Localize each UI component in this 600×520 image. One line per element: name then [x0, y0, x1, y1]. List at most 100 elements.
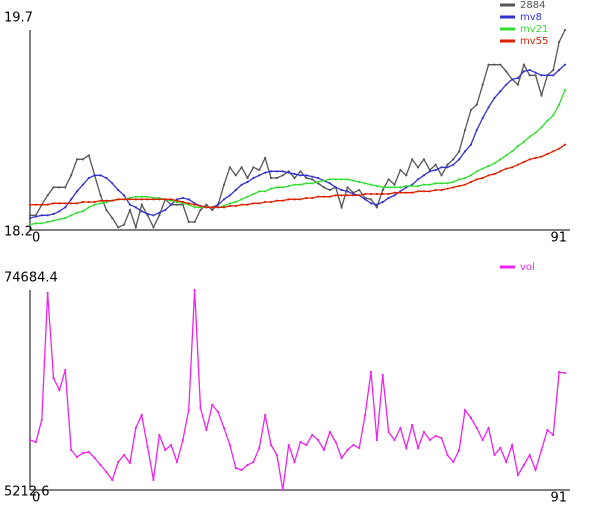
point: [46, 194, 49, 197]
point: [346, 190, 349, 193]
point: [475, 103, 478, 106]
point: [240, 468, 243, 472]
point: [493, 172, 496, 176]
point: [346, 178, 349, 181]
point: [93, 456, 96, 460]
point: [352, 443, 355, 447]
point: [305, 182, 308, 185]
point: [528, 158, 531, 161]
point: [463, 408, 467, 412]
x-tick-label: 0: [32, 491, 40, 506]
point: [293, 460, 296, 464]
point: [258, 446, 261, 450]
point: [252, 460, 255, 464]
point: [28, 216, 32, 220]
point: [281, 170, 284, 173]
point: [58, 210, 61, 213]
point: [169, 443, 173, 447]
point: [405, 446, 408, 450]
point: [534, 131, 537, 134]
point: [181, 438, 184, 442]
point: [481, 116, 484, 120]
point: [458, 158, 461, 161]
point: [340, 194, 343, 197]
point: [516, 83, 520, 86]
point: [93, 203, 96, 206]
point: [52, 376, 55, 380]
point: [487, 174, 490, 177]
point: [87, 206, 90, 209]
point: [305, 174, 308, 177]
point: [334, 186, 337, 189]
point: [175, 460, 179, 464]
legend-label: 2884: [520, 0, 545, 11]
point: [258, 190, 261, 193]
series-line: [30, 144, 566, 208]
y-tick-label: 74684.4: [4, 271, 58, 286]
point: [387, 196, 390, 200]
point: [75, 455, 79, 459]
point: [28, 438, 32, 442]
point: [293, 183, 296, 186]
point: [428, 438, 431, 442]
point: [399, 186, 402, 189]
point: [40, 214, 43, 217]
point: [287, 443, 290, 447]
point: [128, 203, 132, 206]
point: [522, 140, 525, 144]
point: [340, 178, 343, 181]
point: [140, 195, 143, 198]
point: [328, 195, 331, 198]
point: [193, 206, 196, 209]
point: [364, 413, 367, 417]
point: [399, 191, 402, 194]
point: [46, 291, 49, 295]
point: [52, 212, 55, 216]
point: [264, 156, 267, 160]
point: [122, 223, 126, 226]
point: [340, 206, 343, 209]
point: [234, 174, 237, 177]
point: [340, 456, 343, 460]
point: [475, 426, 478, 430]
point: [211, 206, 214, 209]
point: [446, 453, 449, 457]
point: [34, 440, 37, 444]
point: [364, 192, 367, 196]
point: [522, 463, 525, 467]
point: [275, 176, 279, 180]
point: [40, 222, 43, 225]
point: [240, 203, 243, 206]
point: [46, 203, 49, 206]
point: [375, 203, 378, 206]
point: [105, 470, 108, 474]
point: [105, 208, 108, 212]
point: [58, 218, 61, 221]
point: [228, 194, 231, 197]
point: [405, 174, 408, 177]
point: [40, 418, 43, 422]
point: [28, 203, 32, 206]
point: [34, 215, 37, 218]
point: [275, 186, 279, 189]
point: [140, 198, 143, 201]
point: [305, 443, 308, 447]
point: [434, 163, 437, 166]
point: [252, 192, 255, 196]
point: [510, 78, 514, 81]
point: [87, 450, 90, 454]
point: [228, 166, 231, 169]
point: [322, 179, 326, 182]
point: [293, 176, 296, 180]
point: [117, 460, 120, 464]
point: [217, 206, 220, 209]
point: [411, 158, 414, 161]
point: [505, 83, 508, 86]
point: [458, 178, 461, 181]
point: [122, 194, 126, 197]
point: [64, 186, 67, 189]
point: [540, 74, 543, 77]
point: [70, 174, 73, 177]
point: [87, 176, 90, 180]
point: [205, 428, 208, 432]
